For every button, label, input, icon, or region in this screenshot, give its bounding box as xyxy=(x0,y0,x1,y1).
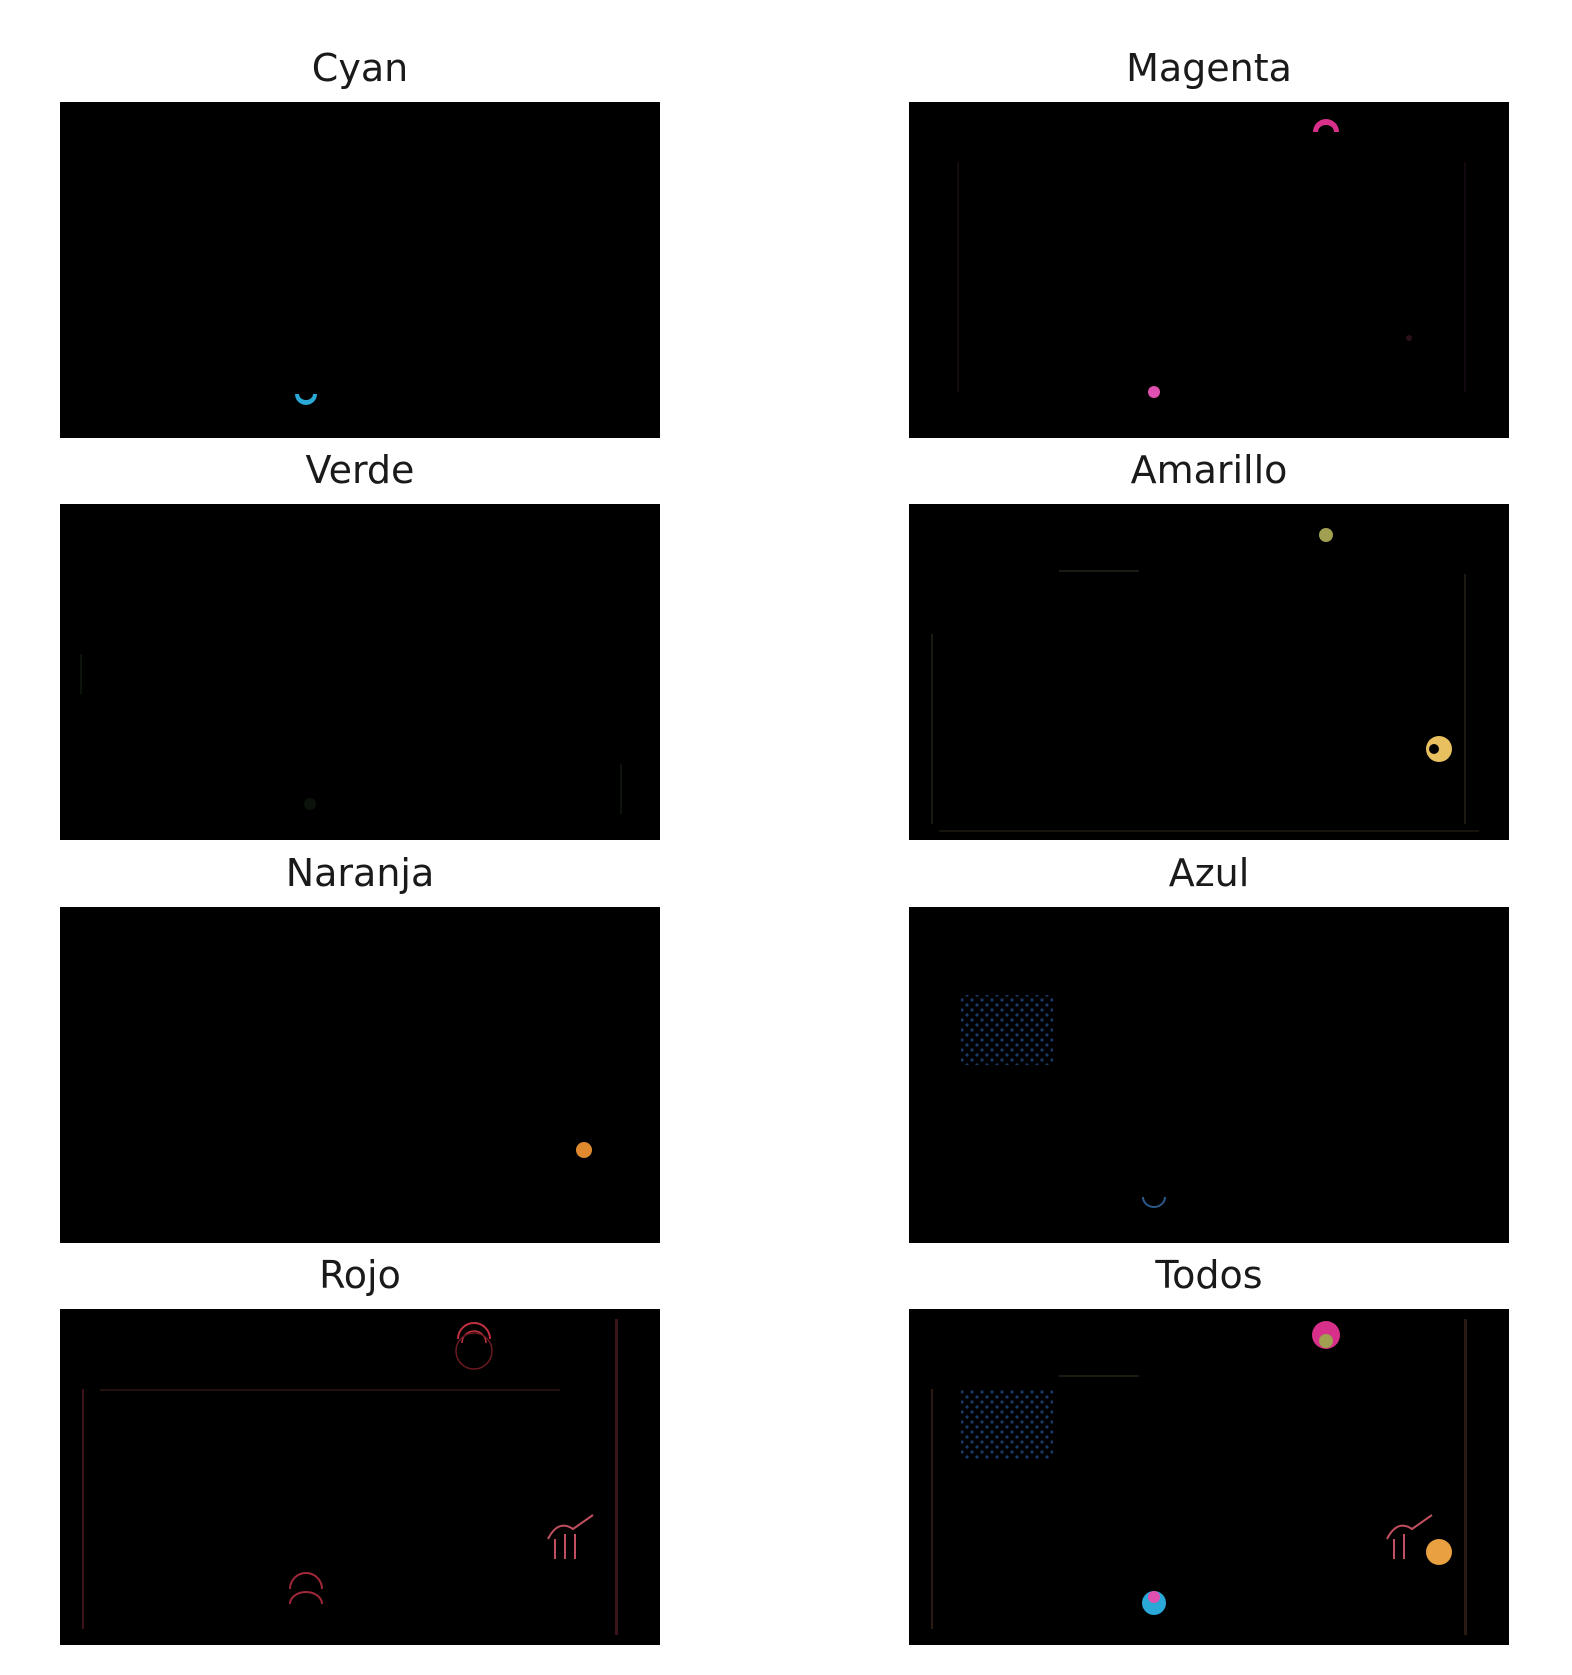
todos-mask-image xyxy=(931,1319,1467,1635)
panel-image xyxy=(909,504,1509,840)
todos-pattern-region xyxy=(961,1389,1053,1459)
panel-image xyxy=(60,907,660,1243)
azul-arc xyxy=(1142,1196,1166,1208)
magenta-blob-bottom xyxy=(1148,386,1160,398)
faint-speck xyxy=(1406,335,1412,341)
panel-image xyxy=(60,1309,660,1645)
cyan-mask-image xyxy=(295,394,317,405)
todos-edge xyxy=(931,1389,933,1629)
rojo-figure xyxy=(547,1514,594,1559)
panel-image xyxy=(60,504,660,840)
panel-title: Cyan xyxy=(311,46,409,90)
rojo-ring-top xyxy=(455,1332,493,1370)
todos-blob-amarillo-naranja xyxy=(1426,1539,1452,1565)
rojo-arc-top xyxy=(457,1322,491,1340)
verde-mask-image xyxy=(80,654,622,814)
panel-image xyxy=(909,1309,1509,1645)
amarillo-mask-image xyxy=(931,528,1479,832)
rojo-mask-image xyxy=(82,1319,618,1635)
rojo-edge xyxy=(615,1319,618,1635)
faint-edge xyxy=(931,634,933,824)
faint-edge xyxy=(939,830,1479,832)
magenta-mask-image xyxy=(957,119,1466,398)
panel-image xyxy=(60,102,660,438)
panel-image xyxy=(909,102,1509,438)
todos-blob-amarillo-top xyxy=(1319,1334,1333,1348)
panel-title: Magenta xyxy=(1126,46,1292,90)
naranja-mask-image xyxy=(576,1142,592,1158)
rojo-arc-bottom xyxy=(289,1572,323,1590)
faint-edge xyxy=(80,654,82,694)
faint-edge xyxy=(1059,570,1139,572)
rojo-edge xyxy=(82,1389,84,1629)
todos-rojo-figure xyxy=(1386,1514,1433,1559)
magenta-blob-top xyxy=(1313,119,1339,132)
panel-title: Naranja xyxy=(285,851,435,895)
todos-blob-magenta-bottom xyxy=(1148,1591,1160,1603)
faint-edge xyxy=(957,162,959,392)
rojo-arc-bottom-inner xyxy=(289,1591,323,1605)
amarillo-blob-hole xyxy=(1429,744,1439,754)
panel-title: Verde xyxy=(305,448,415,492)
panel-title: Rojo xyxy=(319,1253,401,1297)
azul-mask-image xyxy=(961,995,1166,1208)
panel-title: Azul xyxy=(1168,851,1250,895)
todos-edge xyxy=(1464,1319,1467,1635)
todos-edge xyxy=(1059,1375,1139,1377)
cyan-blob xyxy=(295,394,317,405)
azul-pattern-region xyxy=(961,995,1053,1065)
panel-title: Amarillo xyxy=(1130,448,1288,492)
amarillo-blob-top xyxy=(1319,528,1333,542)
faint-edge xyxy=(1464,162,1466,392)
panel-image xyxy=(909,907,1509,1243)
faint-speck xyxy=(304,798,316,810)
naranja-blob xyxy=(576,1142,592,1158)
panel-title: Todos xyxy=(1155,1253,1263,1297)
faint-edge xyxy=(1464,574,1466,824)
rojo-arc-top-inner xyxy=(461,1330,487,1344)
faint-edge xyxy=(620,764,622,814)
rojo-edge xyxy=(100,1389,560,1391)
